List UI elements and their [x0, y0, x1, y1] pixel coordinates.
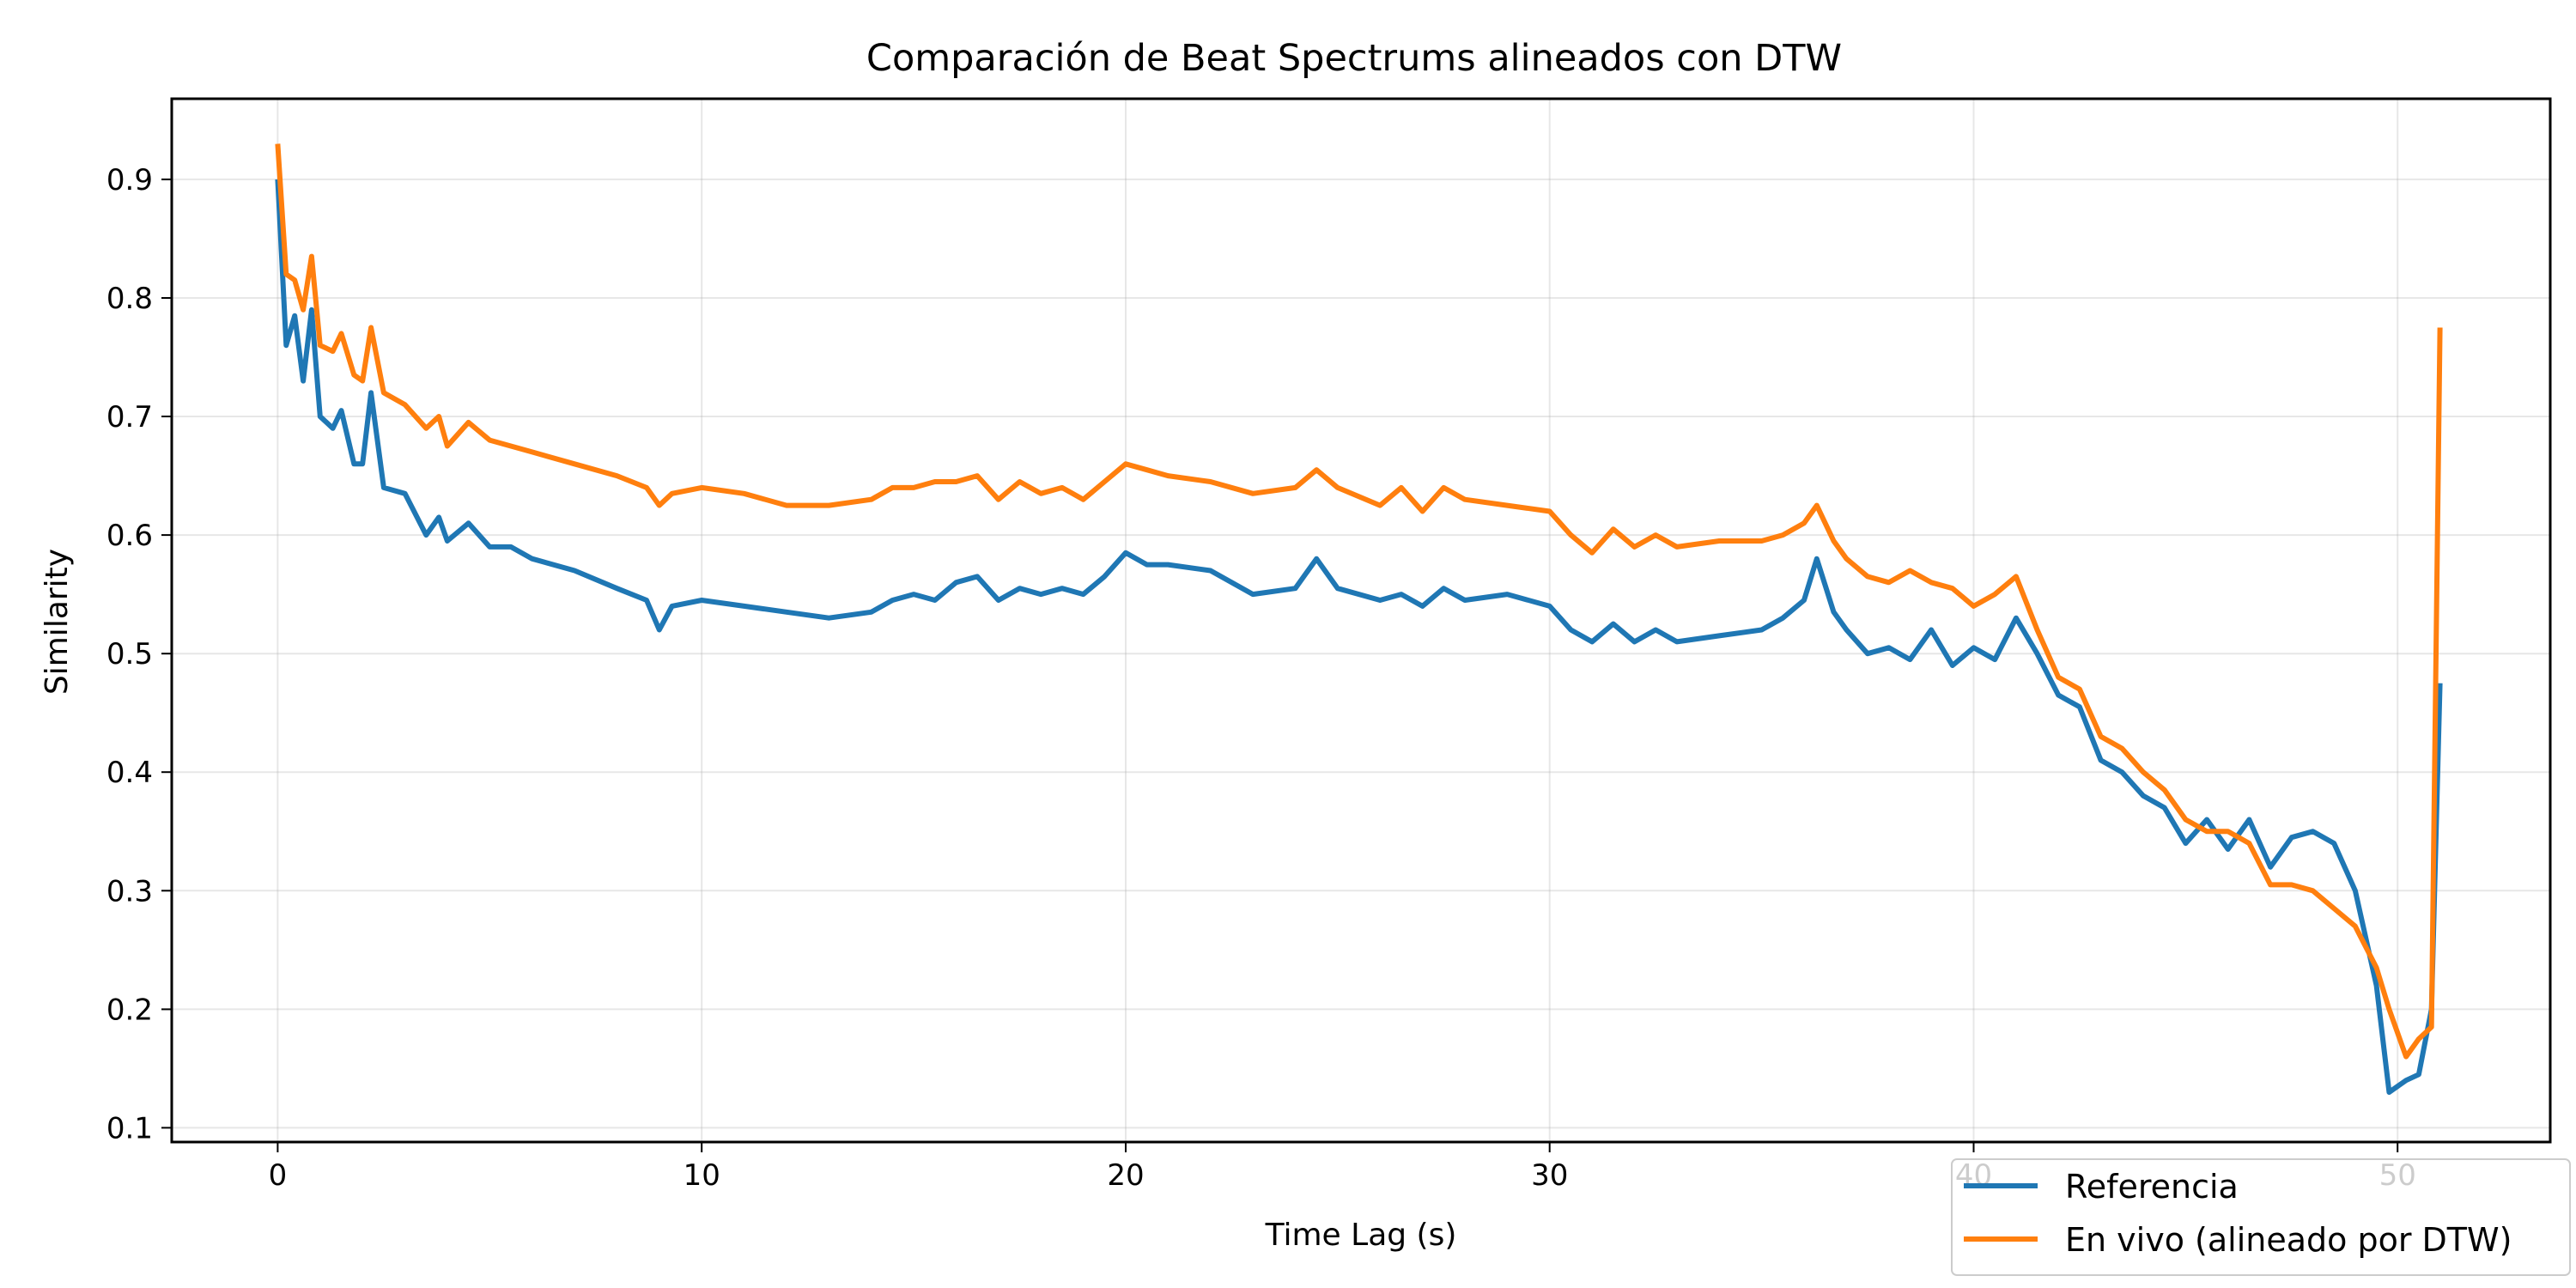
legend-label-en-vivo: En vivo (alineado por DTW) — [2065, 1221, 2512, 1259]
grid — [172, 99, 2550, 1142]
y-tick-label: 0.5 — [106, 637, 153, 671]
legend: Referencia En vivo (alineado por DTW) — [1951, 1158, 2571, 1276]
y-tick-label: 0.3 — [106, 874, 153, 908]
legend-box — [1951, 1158, 2571, 1276]
chart-title: Comparación de Beat Spectrums alineados … — [866, 37, 1842, 80]
y-tick-label: 0.6 — [106, 519, 153, 553]
series-line-en-vivo — [275, 143, 2443, 1060]
y-axis: 0.1 0.2 0.3 0.4 0.5 0.6 0.7 0.8 0.9 — [106, 163, 172, 1145]
legend-label-referencia: Referencia — [2065, 1168, 2239, 1206]
y-tick-label: 0.1 — [106, 1111, 153, 1145]
x-tick-label: 20 — [1107, 1158, 1144, 1193]
y-tick-label: 0.2 — [106, 993, 153, 1027]
x-tick-label: 30 — [1531, 1158, 1568, 1193]
y-tick-label: 0.7 — [106, 400, 153, 434]
x-axis-label: Time Lag (s) — [1265, 1218, 1457, 1253]
x-tick-label: 10 — [683, 1158, 720, 1193]
y-tick-label: 0.8 — [106, 282, 153, 316]
y-tick-label: 0.4 — [106, 756, 153, 790]
series-line-referencia — [275, 179, 2443, 1095]
y-tick-label: 0.9 — [106, 163, 153, 197]
x-tick-label: 0 — [269, 1158, 288, 1193]
plot-frame — [170, 97, 2552, 1144]
y-axis-label: Similarity — [39, 549, 75, 695]
series-group — [275, 143, 2443, 1095]
